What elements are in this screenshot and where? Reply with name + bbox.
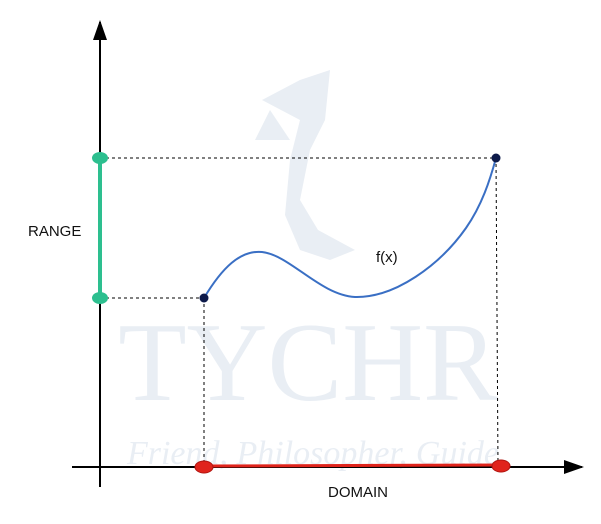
domain-start-point (194, 460, 214, 474)
watermark: TYCHR Friend, Philosopher, Guide (118, 70, 499, 472)
watermark-logo (255, 70, 355, 260)
range-max-point (92, 152, 108, 164)
function-label: f(x) (376, 249, 398, 266)
guide-lines (100, 157, 499, 468)
watermark-title: TYCHR (118, 301, 498, 425)
domain-segment (203, 463, 501, 468)
curve-end-point (491, 153, 501, 163)
curve-start-point (199, 293, 209, 303)
domain-label: DOMAIN (328, 484, 388, 501)
domain-end-point (491, 459, 511, 473)
function-curve (203, 157, 497, 299)
range-label: RANGE (28, 223, 81, 240)
range-min-point (92, 292, 108, 304)
